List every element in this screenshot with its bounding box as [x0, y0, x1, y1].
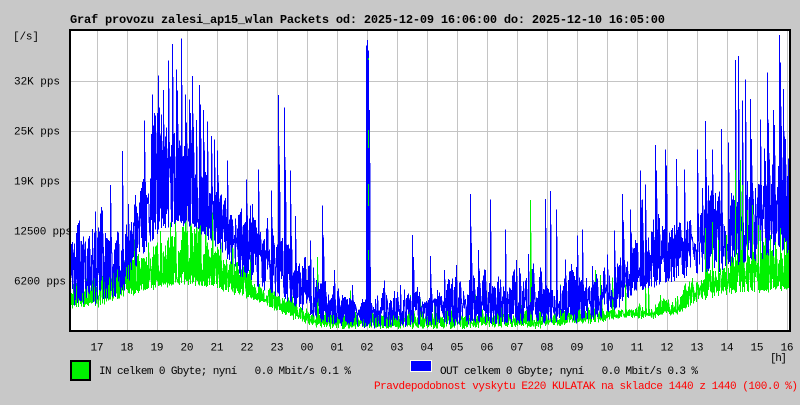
svg-text:12500 pps: 12500 pps — [14, 227, 72, 239]
svg-text:Pravdepodobnost vyskytu E220 K: Pravdepodobnost vyskytu E220 KULATAK na … — [374, 381, 798, 393]
svg-text:01: 01 — [331, 343, 344, 355]
svg-text:02: 02 — [361, 343, 374, 355]
svg-text:10: 10 — [601, 343, 614, 355]
svg-text:6200 pps: 6200 pps — [14, 277, 66, 289]
svg-text:16: 16 — [781, 343, 794, 355]
svg-text:18: 18 — [121, 343, 134, 355]
svg-text:12: 12 — [661, 343, 674, 355]
svg-text:06: 06 — [481, 343, 494, 355]
svg-text:14: 14 — [721, 343, 734, 355]
svg-text:[h]: [h] — [770, 353, 787, 365]
svg-text:09: 09 — [571, 343, 584, 355]
svg-text:25K pps: 25K pps — [14, 127, 60, 139]
svg-text:15: 15 — [751, 343, 764, 355]
svg-text:07: 07 — [511, 343, 524, 355]
svg-text:20: 20 — [181, 343, 194, 355]
svg-text:32K pps: 32K pps — [14, 77, 60, 89]
svg-text:22: 22 — [241, 343, 254, 355]
svg-text:13: 13 — [691, 343, 704, 355]
svg-text:23: 23 — [271, 343, 284, 355]
svg-text:OUT celkem 0 Gbyte; nyní 0.0: OUT celkem 0 Gbyte; nyní 0.0 Mbit/s 0.3 … — [440, 366, 698, 378]
svg-text:[/s]: [/s] — [13, 32, 39, 44]
svg-text:Graf provozu zalesi_ap15_wlan: Graf provozu zalesi_ap15_wlan Packets od… — [70, 13, 665, 27]
svg-text:11: 11 — [631, 343, 644, 355]
svg-text:17: 17 — [91, 343, 104, 355]
svg-text:IN celkem 0 Gbyte; nyní 0.0: IN celkem 0 Gbyte; nyní 0.0 Mbit/s 0.1 % — [99, 366, 351, 378]
svg-text:03: 03 — [391, 343, 404, 355]
svg-text:00: 00 — [301, 343, 314, 355]
svg-text:05: 05 — [451, 343, 464, 355]
svg-text:19K pps: 19K pps — [14, 177, 60, 189]
svg-text:21: 21 — [211, 343, 224, 355]
svg-text:19: 19 — [151, 343, 164, 355]
svg-text:08: 08 — [541, 343, 554, 355]
svg-text:04: 04 — [421, 343, 434, 355]
